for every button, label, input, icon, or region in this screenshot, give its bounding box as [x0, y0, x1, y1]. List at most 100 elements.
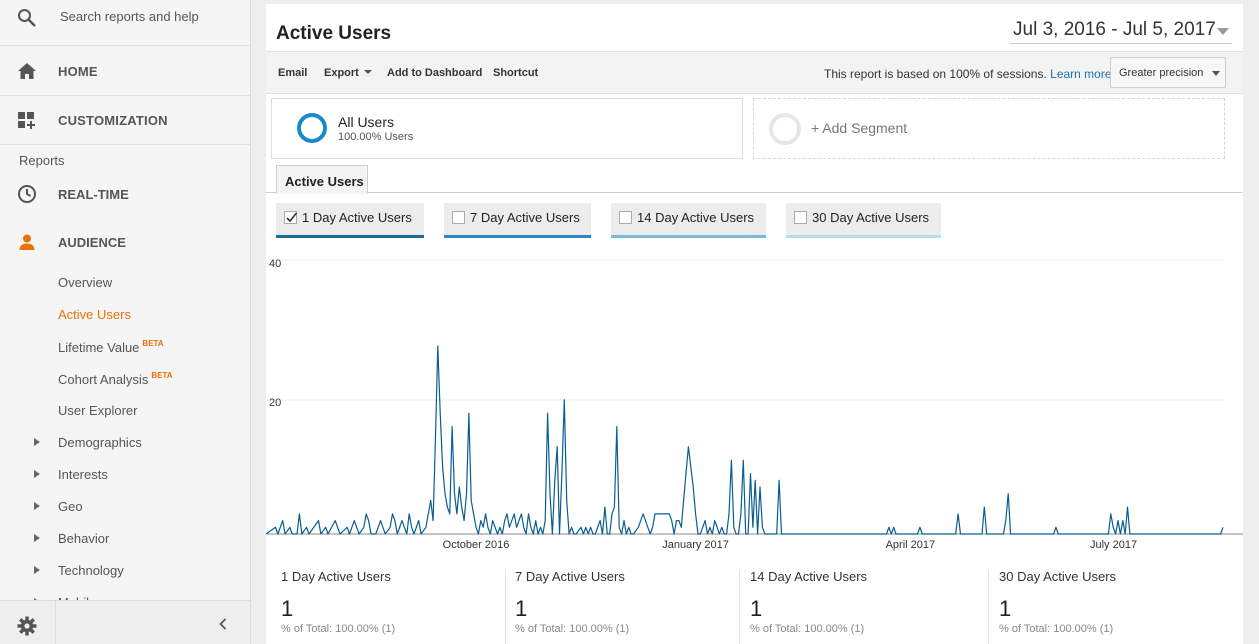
expand-arrow-icon[interactable] — [34, 438, 40, 446]
nav-home[interactable]: HOME — [0, 47, 250, 96]
sidebar: Search reports and help HOME CUSTOMIZATI… — [0, 0, 251, 644]
summary-value: 1 — [281, 596, 294, 621]
person-icon — [17, 232, 37, 252]
nav-geo[interactable]: Geo — [58, 499, 83, 514]
active-users-chart[interactable]: 40 20 October 2016 January 2017 April 2017… — [266, 254, 1243, 554]
caret-down-icon — [1212, 71, 1220, 76]
export-label: Export — [324, 67, 359, 79]
nav-technology[interactable]: Technology — [58, 563, 124, 578]
y-tick-label: 20 — [269, 397, 281, 409]
shortcut-button[interactable]: Shortcut — [493, 67, 539, 79]
nav-lifetime-value[interactable]: Lifetime Value BETA — [58, 339, 164, 359]
nav-customization-label: CUSTOMIZATION — [58, 113, 168, 128]
nav-behavior[interactable]: Behavior — [58, 531, 110, 546]
x-tick-label: April 2017 — [886, 539, 936, 551]
nav-audience[interactable]: AUDIENCE — [0, 223, 250, 263]
metric-checkbox[interactable] — [284, 211, 298, 224]
sampling-note-text: This report is based on 100% of sessions… — [824, 67, 1047, 81]
dashboard-add-icon — [17, 110, 37, 130]
tab-divider — [266, 192, 1243, 193]
search-bar[interactable]: Search reports and help — [0, 0, 250, 46]
nav-cohort-analysis[interactable]: Cohort Analysis BETA — [58, 371, 173, 391]
summary-divider — [505, 570, 506, 644]
search-input[interactable]: Search reports and help — [60, 9, 199, 24]
add-segment-label: + Add Segment — [811, 120, 908, 136]
chevron-left-icon[interactable] — [216, 617, 230, 631]
date-range-text: Jul 3, 2016 - Jul 5, 2017 — [1013, 19, 1216, 40]
tab-label: Active Users — [285, 174, 364, 189]
precision-value: Greater precision — [1119, 67, 1204, 79]
email-button[interactable]: Email — [278, 67, 308, 79]
chevron-down-icon — [1217, 28, 1229, 35]
summary-value: 1 — [750, 596, 763, 621]
precision-select[interactable]: Greater precision — [1110, 57, 1226, 88]
summary-percent: % of Total: 100.00% (1) — [999, 623, 1114, 635]
metric-label: 7 Day Active Users — [470, 210, 580, 225]
metric-label: 30 Day Active Users — [812, 210, 930, 225]
sampling-note: This report is based on 100% of sessions… — [824, 67, 1112, 81]
gear-icon[interactable] — [17, 616, 37, 636]
page-title: Active Users — [276, 23, 392, 44]
metric-color-bar — [786, 235, 941, 238]
summary-percent: % of Total: 100.00% (1) — [281, 623, 396, 635]
home-icon — [17, 61, 37, 81]
metric-toggle-1-day[interactable]: 1 Day Active Users — [276, 203, 424, 238]
expand-arrow-icon[interactable] — [34, 502, 40, 510]
nav-lifetime-value-label: Lifetime Value — [58, 340, 140, 355]
summary-divider — [988, 570, 989, 644]
nav-realtime[interactable]: REAL-TIME — [0, 175, 250, 215]
segment-name: All Users — [338, 114, 395, 130]
summary-value: 1 — [999, 596, 1012, 621]
nav-interests[interactable]: Interests — [58, 467, 108, 482]
metric-toggle-7-day[interactable]: 7 Day Active Users — [444, 203, 591, 238]
sidebar-footer — [0, 600, 250, 644]
nav-overview[interactable]: Overview — [58, 275, 113, 290]
y-tick-label: 40 — [269, 258, 281, 270]
date-range-picker[interactable]: Jul 3, 2016 - Jul 5, 2017 — [1010, 16, 1232, 44]
expand-arrow-icon[interactable] — [34, 534, 40, 542]
summary-percent: % of Total: 100.00% (1) — [750, 623, 865, 635]
summary-value: 1 — [515, 596, 528, 621]
clock-icon — [17, 184, 37, 204]
footer-divider — [55, 601, 56, 644]
export-button[interactable]: Export — [324, 67, 372, 79]
nav-home-label: HOME — [58, 64, 98, 79]
x-tick-label: October 2016 — [443, 539, 510, 551]
summary-label: 7 Day Active Users — [515, 569, 625, 584]
nav-audience-label: AUDIENCE — [58, 235, 126, 250]
expand-arrow-icon[interactable] — [34, 470, 40, 478]
metric-label: 14 Day Active Users — [637, 210, 755, 225]
summary-label: 14 Day Active Users — [750, 569, 868, 584]
metric-checkbox[interactable] — [452, 211, 465, 224]
caret-down-icon — [363, 70, 372, 74]
learn-more-link[interactable]: Learn more — [1050, 67, 1112, 81]
metric-checkbox[interactable] — [794, 211, 807, 224]
x-tick-label: January 2017 — [662, 539, 729, 551]
metric-color-bar — [276, 235, 424, 238]
empty-segment-ring-icon — [768, 112, 802, 146]
add-to-dashboard-button[interactable]: Add to Dashboard — [387, 67, 483, 79]
summary-label: 30 Day Active Users — [999, 569, 1117, 584]
x-tick-label: July 2017 — [1090, 539, 1137, 551]
nav-demographics[interactable]: Demographics — [58, 435, 142, 450]
summary-divider — [739, 570, 740, 644]
expand-arrow-icon[interactable] — [34, 566, 40, 574]
nav-customization[interactable]: CUSTOMIZATION — [0, 96, 250, 145]
metric-color-bar — [444, 235, 591, 238]
beta-badge: BETA — [142, 339, 164, 348]
metric-toggle-14-day[interactable]: 14 Day Active Users — [611, 203, 766, 238]
metric-toggle-30-day[interactable]: 30 Day Active Users — [786, 203, 941, 238]
metric-checkbox[interactable] — [619, 211, 632, 224]
nav-user-explorer[interactable]: User Explorer — [58, 403, 138, 418]
metric-label: 1 Day Active Users — [302, 210, 412, 225]
summary-percent: % of Total: 100.00% (1) — [515, 623, 630, 635]
series-line[interactable] — [266, 345, 1224, 535]
tab-active-users[interactable]: Active Users — [276, 165, 368, 194]
summary-label: 1 Day Active Users — [281, 569, 391, 584]
nav-active-users[interactable]: Active Users — [58, 307, 131, 322]
add-segment-button[interactable]: + Add Segment — [753, 98, 1225, 159]
nav-cohort-analysis-label: Cohort Analysis — [58, 372, 149, 387]
segment-all-users[interactable]: All Users 100.00% Users — [271, 98, 743, 159]
metric-color-bar — [611, 235, 766, 238]
reports-heading: Reports — [19, 153, 65, 168]
